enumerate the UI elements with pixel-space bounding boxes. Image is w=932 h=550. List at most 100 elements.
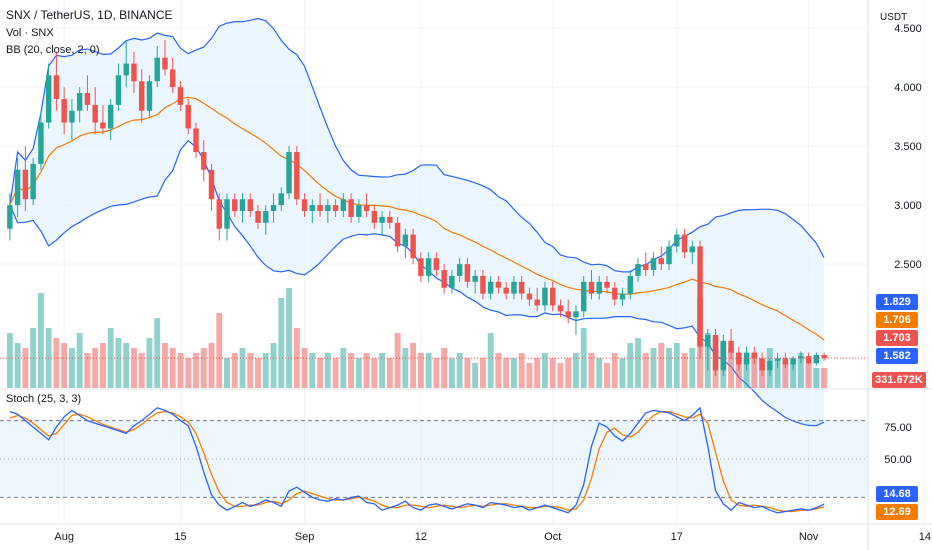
volume-bar — [115, 338, 122, 388]
stoch-tick-label: 50.00 — [884, 454, 912, 466]
volume-bar — [340, 348, 347, 388]
candle-body — [782, 358, 789, 365]
bb-upper-line — [9, 17, 825, 273]
volume-bar — [425, 353, 432, 388]
volume-bar — [208, 343, 215, 388]
volume-bar — [123, 343, 130, 388]
candle-body — [394, 222, 401, 247]
candle-body — [30, 163, 36, 200]
candle-body — [340, 199, 347, 212]
candle-body — [247, 199, 253, 212]
candle-body — [92, 104, 98, 123]
volume-bar — [456, 353, 463, 388]
volume-bar — [619, 358, 626, 388]
price-axis-ticks: 4.500 4.000 3.500 3.000 2.500 — [894, 23, 922, 271]
candle-body — [534, 299, 540, 306]
volume-bar — [805, 363, 812, 388]
volume-bar — [534, 358, 541, 388]
candle-body — [464, 264, 471, 282]
candle-body — [123, 63, 129, 76]
currency-label[interactable]: USDT — [880, 12, 908, 23]
volume-bar — [417, 353, 424, 388]
candle-body — [154, 57, 160, 82]
candle-body — [627, 275, 633, 294]
volume-bar — [239, 348, 246, 388]
candle-body — [216, 199, 222, 229]
candle-body — [138, 81, 145, 111]
candle-body — [53, 75, 60, 99]
candle-body — [557, 305, 564, 312]
volume-bar — [774, 358, 781, 388]
volume-bar — [751, 353, 758, 388]
bollinger-legend[interactable]: BB (20, close, 2, 0) — [6, 44, 100, 56]
volume-bar — [813, 368, 820, 388]
candle-body — [325, 205, 331, 212]
volume-bar — [782, 363, 789, 388]
price-tick-label: 2.500 — [894, 259, 922, 271]
volume-bar — [790, 358, 797, 388]
candle-body — [208, 169, 215, 200]
candle-body — [549, 287, 556, 306]
volume-bar — [495, 353, 502, 388]
candle-body — [84, 93, 91, 105]
candle-body — [472, 275, 478, 282]
bb-basis-badge: 1.706 — [876, 312, 918, 328]
candle-body — [255, 211, 261, 223]
volume-bar — [355, 358, 362, 388]
volume-bar — [107, 328, 114, 388]
candle-body — [487, 281, 494, 294]
candle-body — [201, 152, 207, 170]
volume-bar — [76, 333, 83, 388]
volume-legend[interactable]: Vol · SNX — [6, 27, 54, 39]
volume-bar — [441, 348, 448, 388]
time-tick-label: 14 — [919, 531, 931, 543]
volume-bar — [193, 353, 199, 388]
candle-body — [542, 287, 548, 306]
candle-body — [573, 311, 579, 318]
volume-bar — [526, 363, 533, 388]
volume-badge: 331.672K — [872, 372, 926, 388]
volume-bar — [68, 348, 75, 388]
volume-bar — [797, 353, 804, 388]
candle-body — [526, 293, 533, 300]
volume-bar — [821, 368, 828, 388]
candle-body — [705, 334, 711, 347]
candle-body — [146, 81, 153, 111]
candle-body — [177, 87, 184, 105]
volume-bar — [728, 348, 735, 388]
candle-body — [798, 356, 804, 359]
volume-bar — [627, 343, 634, 388]
candle-body — [45, 75, 52, 123]
volume-bar — [573, 353, 579, 388]
volume-bar — [479, 358, 486, 388]
volume-bar — [604, 363, 610, 388]
bb-lower-line — [9, 139, 825, 427]
candle-body — [643, 264, 649, 271]
volume-bar — [386, 358, 393, 388]
stoch-d-badge: 12.69 — [876, 504, 918, 520]
candle-body — [728, 340, 734, 353]
bb-fill — [9, 18, 825, 426]
stoch-legend[interactable]: Stoch (25, 3, 3) — [6, 393, 82, 405]
candle-body — [604, 281, 610, 288]
candle-body — [666, 246, 672, 265]
bb-basis-line — [9, 96, 825, 341]
volume-bar — [22, 348, 29, 388]
volume-bar — [464, 358, 471, 388]
candle-body — [480, 275, 486, 294]
symbol-title[interactable]: SNX / TetherUS, 1D, BINANCE — [6, 8, 173, 22]
candle-body — [712, 334, 719, 371]
candle-body — [596, 281, 602, 294]
candle-body — [456, 264, 463, 276]
candle-body — [821, 354, 827, 359]
candle-body — [697, 246, 703, 347]
volume-bar — [549, 358, 556, 388]
candle-body — [356, 205, 362, 217]
volume-bar — [557, 363, 564, 388]
candle-body — [14, 169, 21, 206]
volume-bar — [635, 338, 641, 388]
volume-bar — [735, 353, 742, 388]
volume-bar — [309, 353, 316, 388]
candle-body — [301, 199, 308, 212]
